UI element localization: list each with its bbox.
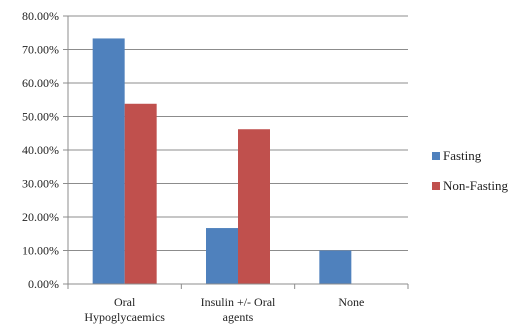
y-tick-label: 0.00% (28, 277, 59, 291)
axes (63, 15, 409, 289)
y-tick-label: 20.00% (22, 210, 59, 224)
bar-non-fasting (124, 103, 157, 285)
legend: Fasting Non-Fasting (432, 148, 509, 193)
y-tick-label: 30.00% (22, 177, 59, 191)
y-tick-label: 80.00% (22, 9, 59, 23)
y-tick-labels: 0.00% 10.00% 20.00% 30.00% 40.00% 50.00% 60.00… (22, 9, 59, 291)
legend-swatch (432, 152, 440, 160)
bar-fasting (92, 38, 125, 284)
x-category-label: None (338, 295, 364, 309)
bar-fasting (319, 250, 352, 284)
x-category-label: agents (223, 310, 254, 324)
bars (92, 38, 352, 285)
bar-non-fasting (238, 129, 270, 284)
y-tick-label: 10.00% (22, 244, 59, 258)
x-category-label: Oral (114, 295, 136, 309)
legend-label: Non-Fasting (443, 178, 509, 193)
y-tick-label: 60.00% (22, 76, 59, 90)
x-category-label: Hypoglycaemics (84, 310, 165, 324)
y-tick-label: 70.00% (22, 43, 59, 57)
x-category-label: Insulin +/- Oral (201, 295, 276, 309)
legend-label: Fasting (443, 148, 482, 163)
y-tick-label: 40.00% (22, 143, 59, 157)
bar-fasting (206, 228, 238, 284)
y-tick-label: 50.00% (22, 110, 59, 124)
legend-swatch (432, 182, 440, 190)
